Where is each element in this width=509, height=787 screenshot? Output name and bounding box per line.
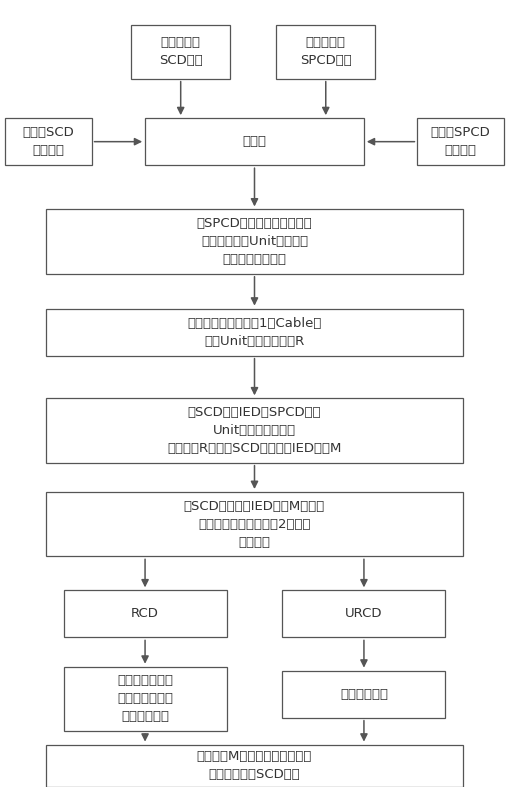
- Text: RCD: RCD: [131, 608, 159, 620]
- FancyBboxPatch shape: [46, 745, 463, 787]
- FancyBboxPatch shape: [46, 309, 463, 356]
- FancyBboxPatch shape: [46, 492, 463, 556]
- Text: 将SCD中的IED与SPCD中的
Unit建立映射关系，
得到集合R映射在SCD文件中的IED集合M: 将SCD中的IED与SPCD中的 Unit建立映射关系， 得到集合R映射在SCD…: [167, 406, 342, 455]
- Text: 初始化: 初始化: [242, 135, 267, 148]
- Text: 变电站SPCD
配置文件: 变电站SPCD 配置文件: [431, 126, 491, 157]
- FancyBboxPatch shape: [276, 25, 376, 79]
- FancyBboxPatch shape: [282, 590, 445, 637]
- Text: 变电站SCD
配置文件: 变电站SCD 配置文件: [22, 126, 74, 157]
- FancyBboxPatch shape: [64, 590, 227, 637]
- Text: 返回给设备更换
工作的承担单位
修改调试验证: 返回给设备更换 工作的承担单位 修改调试验证: [117, 674, 173, 723]
- Text: URCD: URCD: [345, 608, 383, 620]
- Text: 将与更换设备距离为1个Cable的
设备Unit组成一个集合R: 将与更换设备距离为1个Cable的 设备Unit组成一个集合R: [187, 316, 322, 348]
- FancyBboxPatch shape: [282, 671, 445, 718]
- Text: 以SCD文件中的IED集合M作为解
耦边界进行解耦，得到2个解耦
后的文件: 以SCD文件中的IED集合M作为解 耦边界进行解耦，得到2个解耦 后的文件: [184, 500, 325, 549]
- Text: 再次集合M作为边界以进行合并
，得到全新的SCD文件: 再次集合M作为边界以进行合并 ，得到全新的SCD文件: [197, 750, 312, 781]
- FancyBboxPatch shape: [5, 118, 92, 165]
- Text: 锁定禁止修改: 锁定禁止修改: [340, 688, 388, 700]
- Text: 以SPCD文件为基础，构建以
输入更换设备Unit为中心的
物理链路网络拓扑: 以SPCD文件为基础，构建以 输入更换设备Unit为中心的 物理链路网络拓扑: [196, 217, 313, 266]
- FancyBboxPatch shape: [46, 209, 463, 274]
- FancyBboxPatch shape: [417, 118, 504, 165]
- FancyBboxPatch shape: [64, 667, 227, 731]
- FancyBboxPatch shape: [131, 25, 230, 79]
- FancyBboxPatch shape: [145, 118, 364, 165]
- FancyBboxPatch shape: [46, 398, 463, 463]
- Text: 更换设备的
SPCD信息: 更换设备的 SPCD信息: [300, 36, 352, 68]
- Text: 更换设备的
SCD信息: 更换设备的 SCD信息: [159, 36, 203, 68]
